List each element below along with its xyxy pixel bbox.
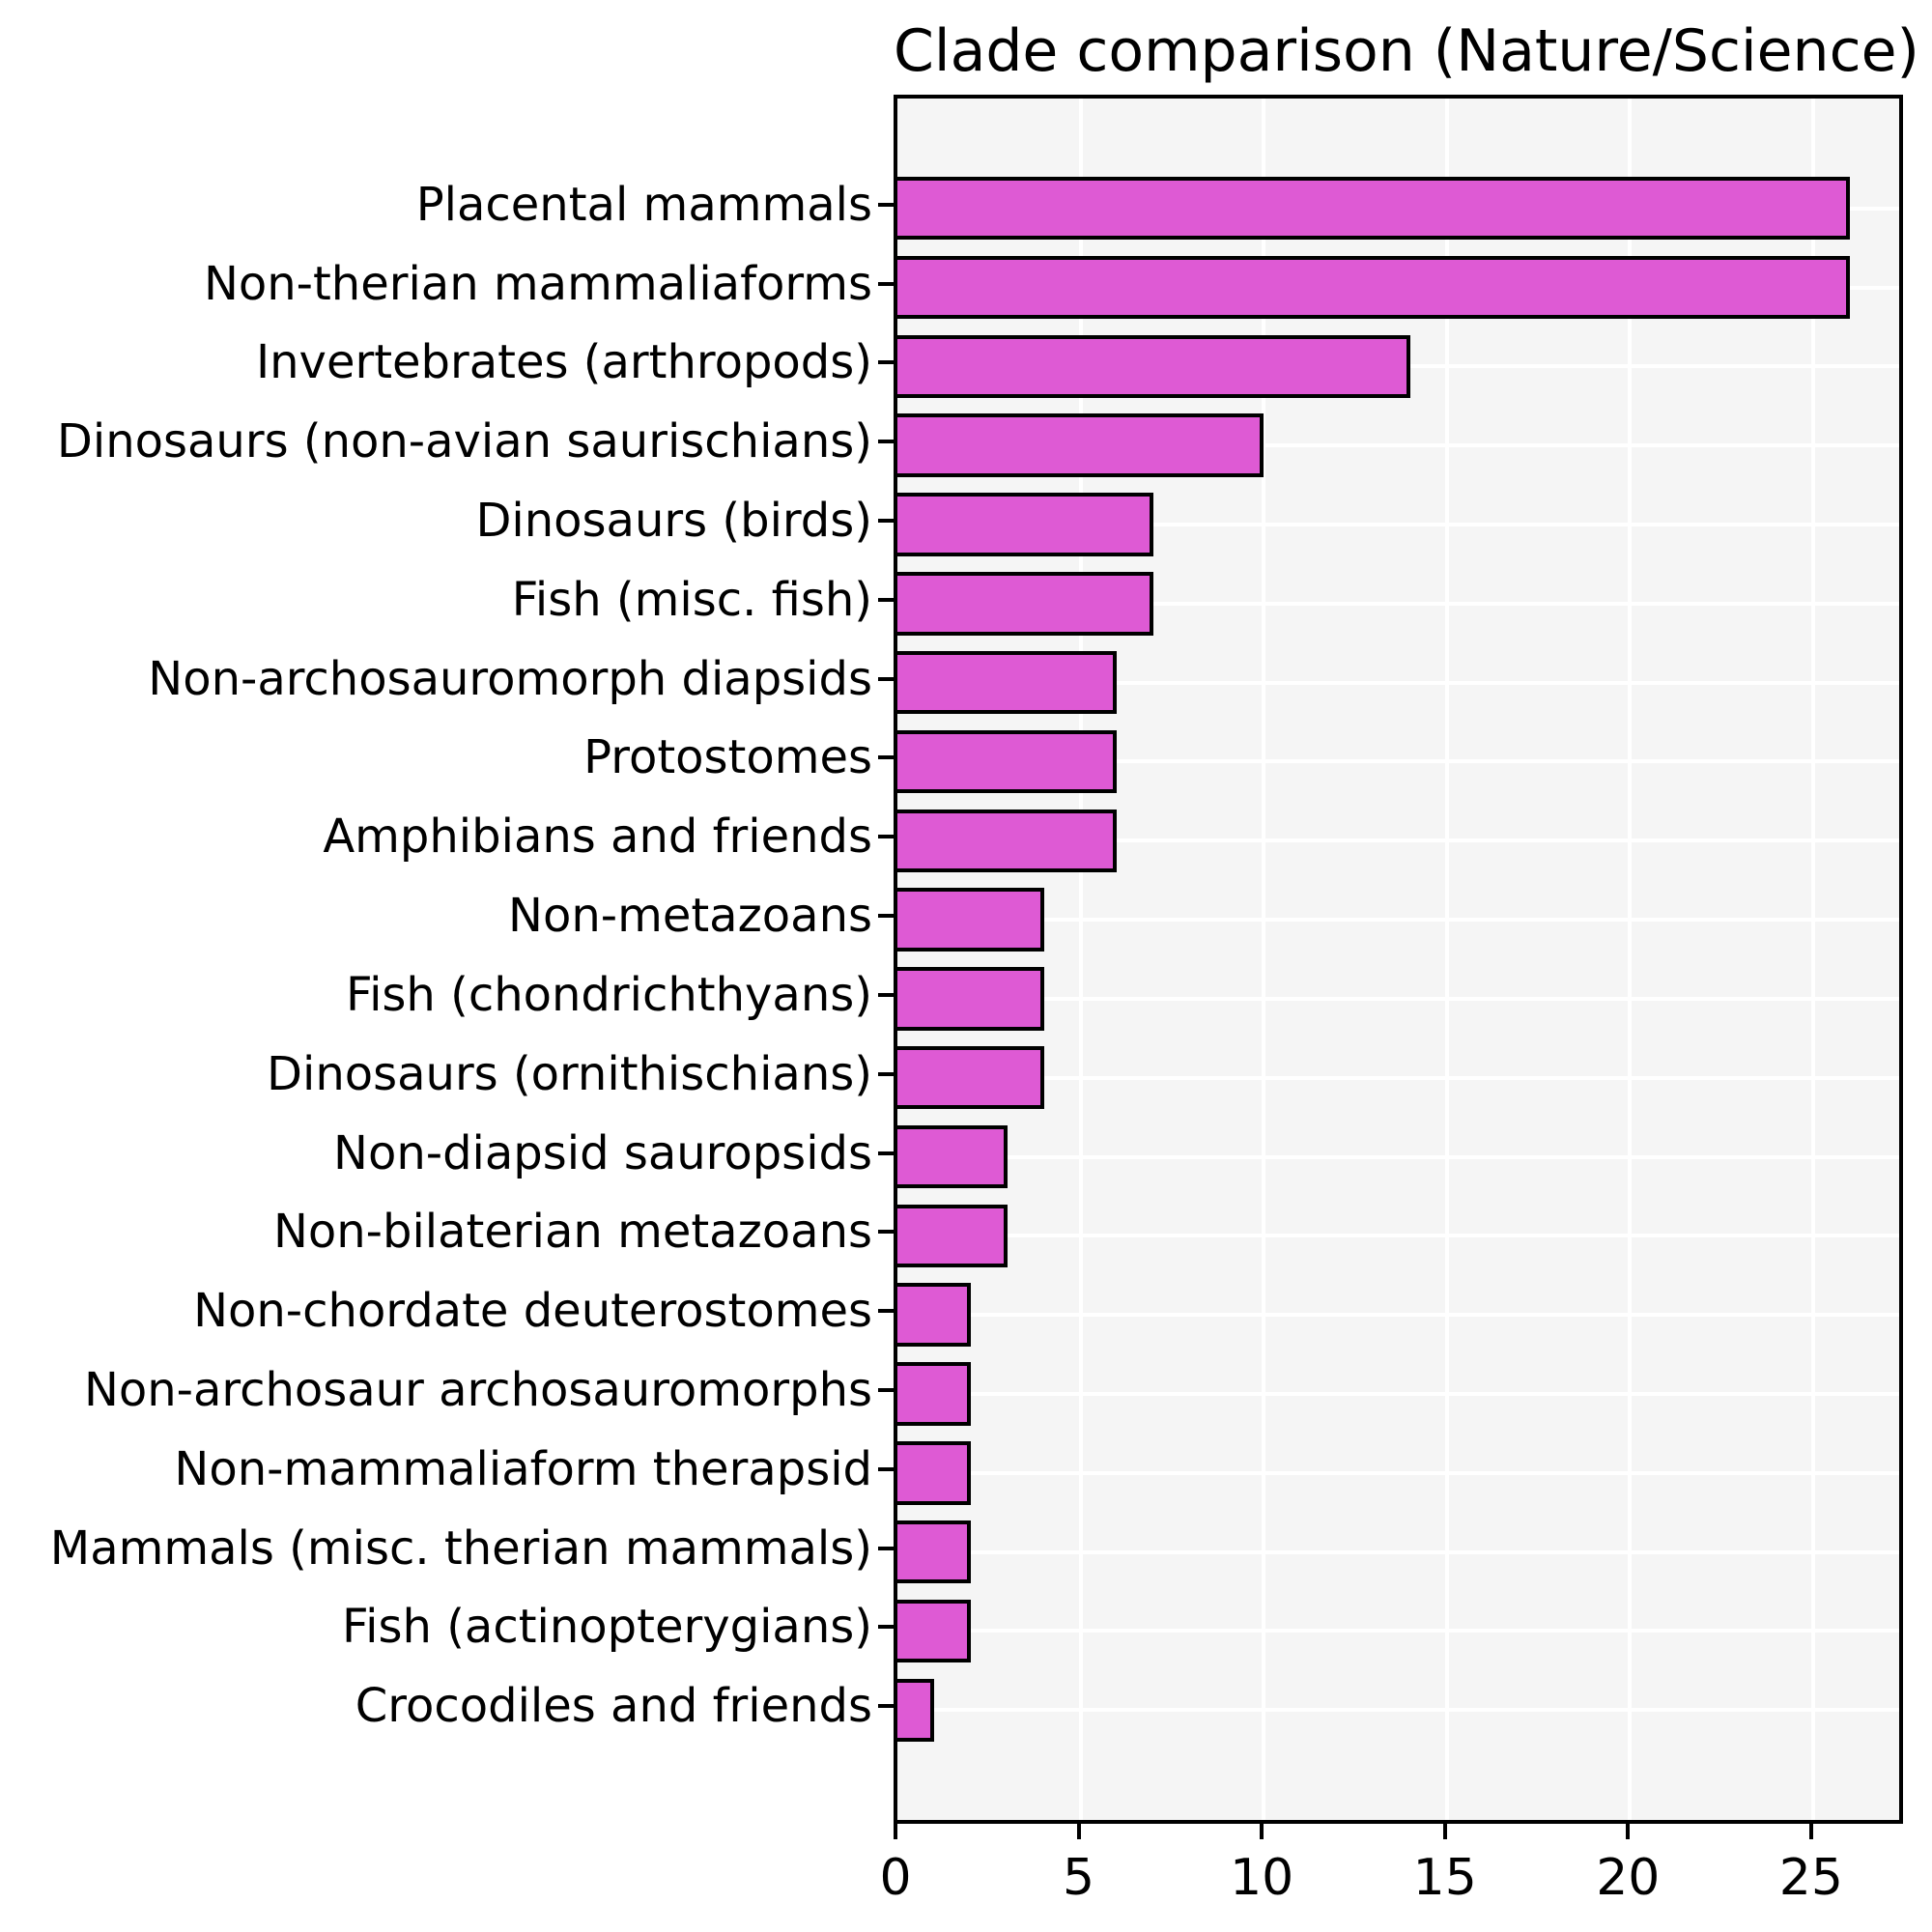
y-tick-mark-18 [878, 1625, 894, 1630]
y-tick-label-13: Non-bilaterian metazoans [272, 1205, 872, 1260]
y-tick-label-4: Dinosaurs (birds) [475, 494, 872, 548]
y-gridline [897, 523, 1899, 526]
y-tick-mark-15 [878, 1388, 894, 1392]
y-tick-mark-9 [878, 914, 894, 919]
y-gridline [897, 680, 1899, 685]
x-gridline-20 [1628, 99, 1633, 1820]
y-tick-label-19: Crocodiles and friends [355, 1679, 872, 1734]
x-tick-mark-5 [1076, 1822, 1081, 1839]
y-tick-label-3: Dinosaurs (non-avian saurischians) [56, 414, 872, 469]
x-tick-mark-0 [894, 1822, 897, 1839]
y-tick-mark-10 [878, 992, 894, 997]
bar-10 [897, 967, 1044, 1031]
x-tick-label-20: 20 [1596, 1849, 1661, 1907]
bar-5 [897, 572, 1154, 636]
y-tick-label-17: Mammals (misc. therian mammals) [49, 1520, 872, 1576]
x-gridline-10 [1262, 99, 1266, 1820]
bar-2 [897, 334, 1410, 399]
bar-13 [897, 1204, 1008, 1268]
y-tick-label-0: Placental mammals [415, 177, 872, 232]
y-tick-mark-2 [878, 360, 894, 365]
x-tick-mark-15 [1442, 1822, 1447, 1839]
y-tick-mark-11 [878, 1071, 894, 1076]
bar-11 [897, 1046, 1044, 1110]
bar-16 [897, 1441, 971, 1505]
y-gridline [897, 1549, 1899, 1554]
bar-15 [897, 1362, 971, 1426]
x-gridline-15 [1444, 99, 1449, 1820]
y-tick-label-7: Protostomes [583, 730, 872, 785]
y-tick-mark-12 [878, 1151, 894, 1155]
y-gridline [897, 1075, 1899, 1080]
y-tick-label-18: Fish (actinopterygians) [342, 1600, 872, 1655]
chart-title: Clade comparison (Nature/Science) [894, 17, 1919, 85]
bar-12 [897, 1124, 1008, 1189]
plot-area [894, 95, 1903, 1824]
x-tick-label-15: 15 [1412, 1849, 1477, 1907]
bar-19 [897, 1678, 934, 1742]
x-tick-label-0: 0 [879, 1849, 912, 1907]
y-tick-label-11: Dinosaurs (ornithischians) [267, 1046, 872, 1101]
x-tick-label-25: 25 [1778, 1849, 1843, 1907]
y-tick-mark-5 [878, 597, 894, 602]
y-tick-mark-4 [878, 519, 894, 523]
y-gridline [897, 1234, 1899, 1238]
y-tick-label-2: Invertebrates (arthropods) [255, 335, 872, 390]
y-tick-label-15: Non-archosaur archosauromorphs [83, 1363, 872, 1417]
x-tick-label-5: 5 [1063, 1849, 1095, 1907]
y-gridline [897, 443, 1899, 448]
y-gridline [897, 996, 1899, 1001]
x-tick-mark-10 [1260, 1822, 1264, 1839]
y-gridline [897, 1629, 1899, 1634]
y-tick-mark-3 [878, 440, 894, 444]
x-gridline-25 [1810, 99, 1815, 1820]
bar-0 [897, 177, 1850, 241]
bar-17 [897, 1520, 971, 1584]
y-tick-mark-0 [878, 202, 894, 207]
y-gridline [897, 1313, 1899, 1318]
y-gridline [897, 1154, 1899, 1159]
bar-6 [897, 650, 1118, 715]
bar-7 [897, 729, 1118, 794]
x-gridline-5 [1078, 99, 1083, 1820]
bar-4 [897, 493, 1154, 556]
bar-1 [897, 255, 1850, 320]
y-gridline [897, 918, 1899, 923]
y-tick-label-5: Fish (misc. fish) [511, 572, 872, 627]
y-tick-label-9: Non-metazoans [508, 889, 872, 944]
y-tick-label-1: Non-therian mammaliaforms [203, 256, 872, 311]
y-tick-mark-13 [878, 1230, 894, 1235]
y-tick-mark-16 [878, 1466, 894, 1471]
y-tick-mark-7 [878, 755, 894, 760]
y-tick-mark-19 [878, 1704, 894, 1709]
bar-14 [897, 1283, 971, 1347]
y-tick-label-8: Amphibians and friends [323, 810, 872, 865]
y-tick-label-12: Non-diapsid sauropsids [333, 1125, 872, 1180]
y-tick-mark-6 [878, 676, 894, 681]
y-tick-label-10: Fish (chondrichthyans) [345, 967, 872, 1022]
y-gridline [897, 1708, 1899, 1713]
x-tick-mark-20 [1626, 1822, 1631, 1839]
y-tick-label-6: Non-archosauromorph diapsids [148, 651, 872, 706]
y-tick-mark-1 [878, 281, 894, 286]
y-gridline [897, 759, 1899, 764]
bar-18 [897, 1599, 971, 1663]
x-tick-mark-25 [1808, 1822, 1813, 1839]
bar-8 [897, 809, 1118, 872]
y-tick-mark-14 [878, 1309, 894, 1314]
y-gridline [897, 838, 1899, 843]
y-tick-label-14: Non-chordate deuterostomes [193, 1284, 872, 1339]
y-gridline [897, 1470, 1899, 1475]
y-gridline [897, 1392, 1899, 1396]
y-gridline [897, 601, 1899, 606]
y-tick-mark-8 [878, 835, 894, 839]
y-tick-label-16: Non-mammaliaform therapsid [174, 1441, 872, 1496]
y-tick-mark-17 [878, 1546, 894, 1550]
x-tick-label-10: 10 [1230, 1849, 1294, 1907]
bar-3 [897, 413, 1264, 477]
bar-9 [897, 888, 1044, 952]
